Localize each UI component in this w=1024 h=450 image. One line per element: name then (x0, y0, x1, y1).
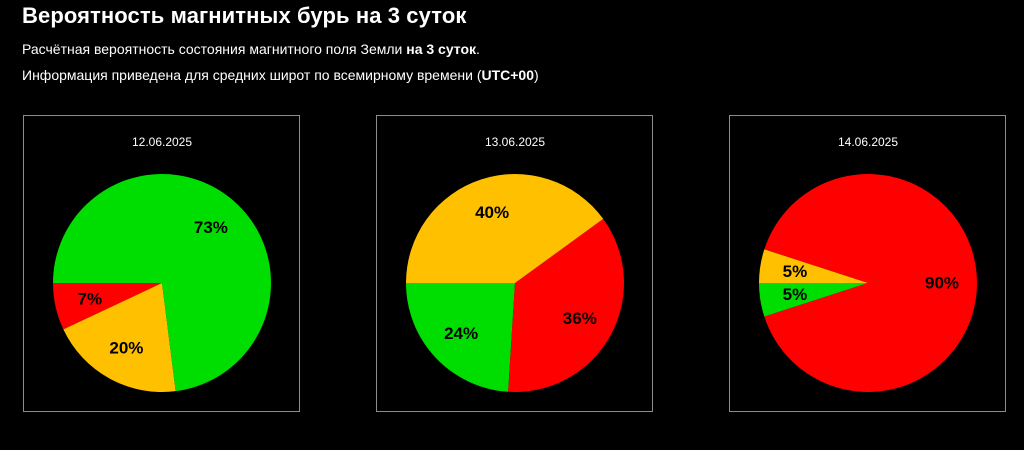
panel-date: 14.06.2025 (838, 135, 898, 149)
pie-slice-red (764, 173, 977, 392)
slice-label-red: 90% (925, 274, 959, 293)
intro-suffix: . (476, 41, 480, 57)
panel-date: 13.06.2025 (485, 135, 545, 149)
pie-slices (759, 173, 977, 392)
slice-label-red: 36% (563, 309, 597, 328)
pie-slice-red (53, 283, 162, 330)
intro-bold-period: на 3 суток (406, 41, 477, 57)
slice-label-yellow: 40% (475, 203, 509, 222)
pie-chart-day-3: 14.06.2025 5% 90% 5% (759, 135, 977, 392)
intro-line-timezone: Информация приведена для средних широт п… (22, 66, 539, 84)
slice-label-green: 24% (444, 324, 478, 343)
pie-labels: 24% 36% 40% (444, 203, 597, 343)
pie-slices (53, 173, 271, 392)
pie-labels: 5% 90% 5% (783, 262, 959, 304)
forecast-panel-day-1: 12.06.2025 7% 20% 73% (23, 115, 300, 412)
panel-date: 12.06.2025 (132, 135, 192, 149)
timezone-text: Информация приведена для средних широт п… (22, 67, 482, 83)
pie-slice-yellow (63, 283, 176, 392)
pie-slice-green (53, 173, 271, 392)
timezone-suffix: ) (534, 67, 539, 83)
pie-slices (406, 174, 624, 392)
pie-slice-green (759, 283, 868, 317)
pie-labels: 7% 20% 73% (78, 218, 228, 357)
slice-label-yellow: 20% (109, 338, 143, 357)
pie-slice-yellow (406, 174, 604, 283)
pie-chart-day-2: 13.06.2025 24% 36% 40% (406, 135, 624, 392)
pie-chart-day-1: 12.06.2025 7% 20% 73% (53, 135, 271, 392)
slice-label-red: 7% (78, 290, 103, 309)
slice-label-green: 73% (194, 218, 228, 237)
pie-slice-red (508, 218, 624, 392)
intro-text: Расчётная вероятность состояния магнитно… (22, 41, 407, 57)
slice-label-yellow: 5% (783, 262, 808, 281)
page-title: Вероятность магнитных бурь на 3 суток (22, 3, 467, 28)
slice-label-green: 5% (783, 285, 808, 304)
intro-line-forecast: Расчётная вероятность состояния магнитно… (22, 40, 480, 58)
timezone-bold: UTC+00 (481, 67, 535, 83)
pie-slice-green (406, 283, 515, 392)
forecast-panel-day-2: 13.06.2025 24% 36% 40% (376, 115, 653, 412)
forecast-panel-day-3: 14.06.2025 5% 90% 5% (729, 115, 1006, 412)
pie-slice-yellow (759, 249, 868, 283)
